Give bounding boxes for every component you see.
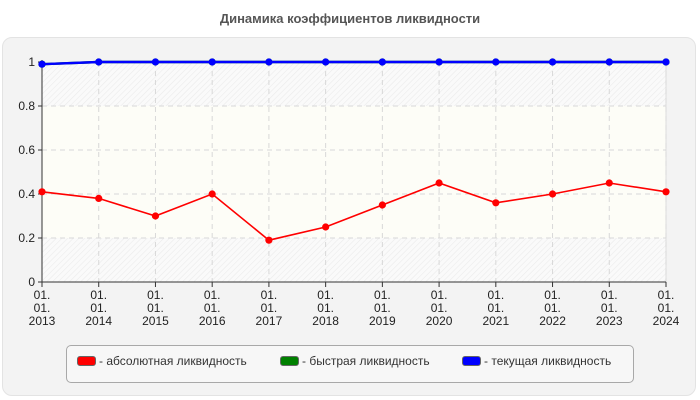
legend-swatch-red [77, 356, 96, 366]
svg-text:2020: 2020 [426, 314, 453, 328]
svg-text:01.: 01. [487, 288, 504, 302]
svg-text:2018: 2018 [312, 314, 339, 328]
svg-text:2013: 2013 [29, 314, 56, 328]
svg-text:01.: 01. [431, 301, 448, 315]
svg-text:01.: 01. [204, 301, 221, 315]
svg-text:01.: 01. [261, 288, 278, 302]
svg-text:01.: 01. [90, 288, 107, 302]
svg-text:01.: 01. [544, 288, 561, 302]
series-0 [38, 179, 670, 244]
svg-text:01.: 01. [261, 301, 278, 315]
svg-text:0.8: 0.8 [18, 99, 35, 113]
svg-text:0: 0 [28, 275, 35, 289]
svg-text:01.: 01. [374, 301, 391, 315]
svg-text:01.: 01. [658, 301, 675, 315]
svg-text:01.: 01. [204, 288, 221, 302]
chart-title: Динамика коэффициентов ликвидности [219, 11, 481, 26]
svg-text:0.6: 0.6 [18, 143, 35, 157]
legend-item-quick[interactable]: - быстрая ликвидность [280, 354, 430, 368]
legend-label: - быстрая ликвидность [302, 354, 430, 368]
svg-text:0.2: 0.2 [18, 231, 35, 245]
svg-text:1: 1 [28, 55, 35, 69]
svg-text:0.4: 0.4 [18, 187, 35, 201]
svg-text:01.: 01. [34, 301, 51, 315]
data-series [38, 58, 670, 244]
svg-text:2014: 2014 [85, 314, 112, 328]
chart-legend: - абсолютная ликвидность - быстрая ликви… [66, 345, 634, 383]
svg-text:2022: 2022 [539, 314, 566, 328]
svg-text:2024: 2024 [653, 314, 680, 328]
svg-text:01.: 01. [487, 301, 504, 315]
svg-text:01.: 01. [147, 301, 164, 315]
svg-text:01.: 01. [90, 301, 107, 315]
legend-item-absolute[interactable]: - абсолютная ликвидность [77, 354, 247, 368]
svg-text:01.: 01. [601, 301, 618, 315]
legend-label: - абсолютная ликвидность [99, 354, 247, 368]
svg-text:01.: 01. [431, 288, 448, 302]
y-axis-ticks: 0 0.2 0.4 0.6 0.8 1 [18, 55, 42, 289]
svg-text:2017: 2017 [256, 314, 283, 328]
svg-text:01.: 01. [374, 288, 391, 302]
legend-item-current[interactable]: - текущая ликвидность [462, 354, 611, 368]
axes [41, 60, 666, 283]
svg-text:01.: 01. [658, 288, 675, 302]
svg-text:2019: 2019 [369, 314, 396, 328]
svg-text:01.: 01. [317, 288, 334, 302]
legend-swatch-green [280, 356, 299, 366]
svg-text:01.: 01. [147, 288, 164, 302]
svg-text:01.: 01. [544, 301, 561, 315]
svg-text:01.: 01. [317, 301, 334, 315]
legend-swatch-blue [462, 356, 481, 366]
svg-text:2015: 2015 [142, 314, 169, 328]
svg-text:2021: 2021 [482, 314, 509, 328]
x-axis-ticks: 01.01.201301.01.201401.01.201501.01.2016… [29, 282, 680, 328]
plot-area [42, 62, 667, 282]
svg-text:01.: 01. [34, 288, 51, 302]
svg-text:2016: 2016 [199, 314, 226, 328]
svg-text:01.: 01. [601, 288, 618, 302]
gridlines [42, 62, 667, 282]
svg-text:2023: 2023 [596, 314, 623, 328]
series-2 [38, 58, 670, 68]
legend-label: - текущая ликвидность [484, 354, 612, 368]
